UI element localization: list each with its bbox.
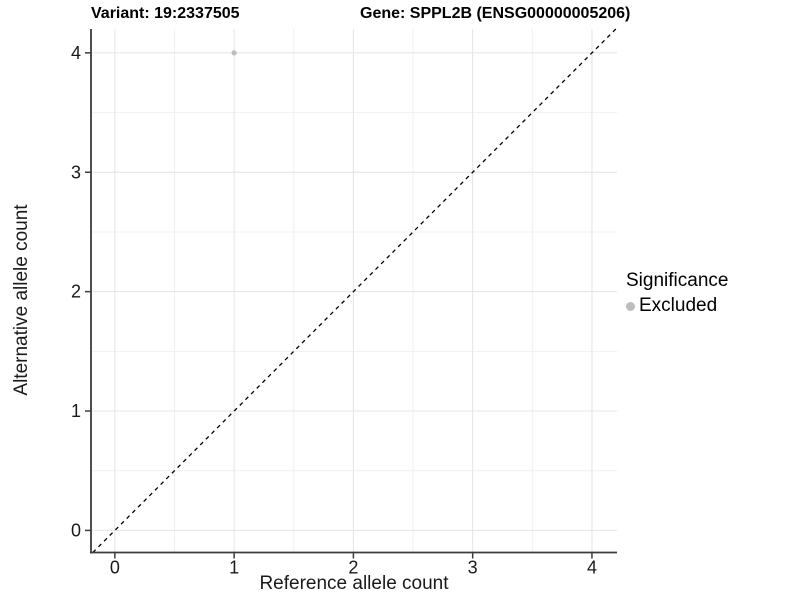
gene-title: Gene: SPPL2B (ENSG00000005206) <box>360 5 631 22</box>
y-tick-label: 3 <box>71 162 81 182</box>
x-axis-title: Reference allele count <box>259 573 449 594</box>
legend: Significance Excluded <box>626 270 728 317</box>
x-tick-label: 1 <box>229 558 239 578</box>
y-tick-label: 4 <box>71 43 81 63</box>
legend-title: Significance <box>626 270 729 291</box>
x-tick-label: 4 <box>587 558 597 578</box>
variant-title: Variant: 19:2337505 <box>91 5 240 22</box>
legend-entry-label: Excluded <box>639 295 718 316</box>
x-tick-label: 0 <box>110 558 120 578</box>
y-axis-title: Alternative allele count <box>11 204 32 396</box>
x-tick-label: 2 <box>348 558 358 578</box>
y-tick-label: 2 <box>71 282 81 302</box>
x-tick-label: 3 <box>468 558 478 578</box>
excluded-marker-icon <box>626 301 635 311</box>
y-tick-label: 0 <box>71 520 81 540</box>
legend-entry-excluded: Excluded <box>626 295 728 317</box>
y-tick-label: 1 <box>71 401 81 421</box>
